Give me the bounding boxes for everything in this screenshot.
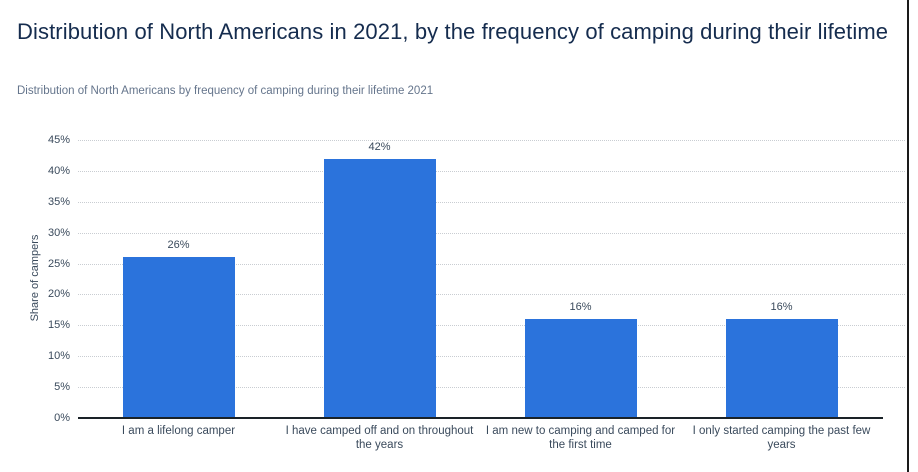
bar-1 [122,257,235,417]
y-tick-label: 20% [47,288,70,301]
y-tick-label: 30% [47,226,70,239]
bar-value-label: 16% [569,301,592,314]
gridline-25% [78,263,905,265]
window-edge-line [907,0,909,472]
page-subtitle: Distribution of North Americans by frequ… [17,85,434,97]
x-category-label: I am new to camping and camped for the f… [485,425,676,451]
y-tick-label: 25% [47,257,70,270]
bar-3 [524,319,637,417]
page-title: Distribution of North Americans in 2021,… [17,19,889,44]
gridline-5% [78,387,905,389]
gridline-45% [78,140,905,141]
x-category-label: I have camped off and on throughout the … [285,425,474,451]
gridline-15% [78,325,905,327]
bar-2 [323,158,436,417]
x-category-label: I am a lifelong camper [121,425,236,437]
y-tick-label: 45% [47,134,70,146]
y-tick-label: 0% [54,412,70,424]
gridline-40% [78,170,905,172]
bar-value-label: 26% [167,239,190,252]
bar-value-label: 16% [770,301,793,314]
x-axis-line [78,417,883,419]
x-category-label: I only started camping the past few year… [692,425,871,451]
y-tick-label: 35% [47,195,70,208]
gridline-35% [78,201,905,203]
gridline-20% [78,294,905,296]
gridline-30% [78,232,905,234]
y-tick-label: 40% [47,164,70,177]
y-tick-label: 10% [47,350,70,363]
bar-value-label: 42% [368,140,391,153]
gridline-10% [78,356,905,358]
y-tick-label: 15% [47,319,70,332]
y-tick-label: 5% [54,381,70,394]
bar-4 [725,319,838,417]
